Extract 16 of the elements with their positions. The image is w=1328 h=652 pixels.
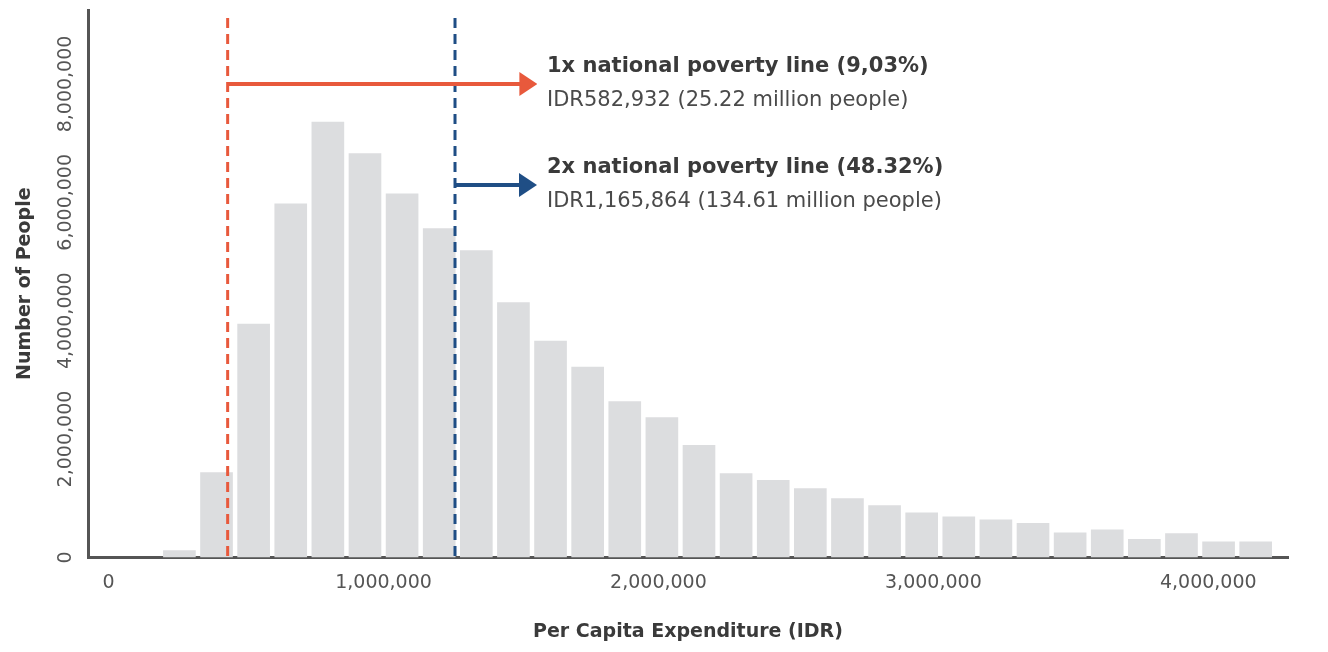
y-tick-label: 8,000,000 bbox=[53, 35, 76, 133]
x-tick-label: 0 bbox=[102, 569, 115, 592]
y-tick-label: 2,000,000 bbox=[53, 390, 76, 488]
x-tick-label: 2,000,000 bbox=[610, 569, 707, 592]
x-axis-title: Per Capita Expenditure (IDR) bbox=[533, 618, 843, 641]
annotation: IDR582,932 (25.22 million people) bbox=[547, 87, 909, 112]
y-tick-label: 0 bbox=[53, 551, 76, 564]
ref-line-label: 1x national poverty line (9,03%) bbox=[547, 53, 929, 78]
ref-line-label: 2x national poverty line (48.32%) bbox=[547, 154, 944, 179]
x-tick-label: 3,000,000 bbox=[885, 569, 982, 592]
y-tick-label: 6,000,000 bbox=[53, 153, 76, 251]
x-tick-label: 4,000,000 bbox=[1159, 569, 1257, 592]
y-tick-label: 4,000,000 bbox=[53, 272, 76, 370]
y-axis-title: Number of People bbox=[12, 187, 35, 380]
annotation: IDR1,165,864 (134.61 million people) bbox=[547, 188, 942, 213]
x-tick-label: 1,000,000 bbox=[335, 569, 432, 592]
